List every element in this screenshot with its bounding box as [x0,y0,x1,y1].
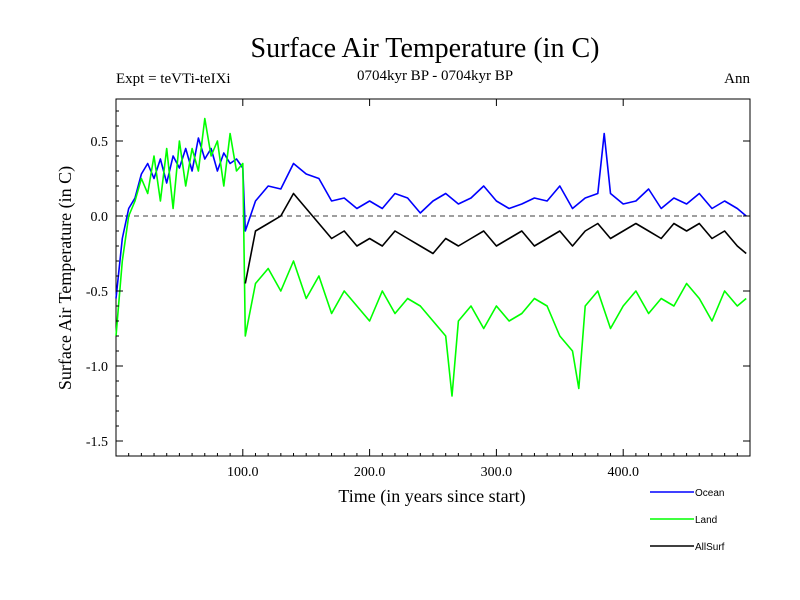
chart-title: Surface Air Temperature (in C) [251,33,600,64]
x-tick-label: 100.0 [227,465,259,480]
legend: Ocean Land AllSurf [650,488,725,553]
season-label: Ann [724,71,750,87]
legend-label-allsurf: AllSurf [695,542,725,553]
x-tick-label: 200.0 [354,465,386,480]
ticks-group: 100.0 200.0 300.0 400.0 -1.5 -1.0 -0.5 0.0 0.5 [86,99,750,480]
x-axis-label: Time (in years since start) [338,486,525,507]
series-line-allsurf [244,192,747,284]
series-group [115,117,747,397]
y-axis-label: Surface Air Temperature (in C) [55,166,76,390]
series-line-land [115,117,747,397]
y-tick-label: 0.0 [91,210,109,225]
x-tick-label: 300.0 [481,465,513,480]
y-tick-label: -0.5 [86,285,108,300]
legend-item-allsurf: AllSurf [650,542,725,553]
y-tick-label: -1.5 [86,435,108,450]
legend-item-ocean: Ocean [650,488,724,499]
y-tick-label: -1.0 [86,360,108,375]
x-tick-label: 400.0 [607,465,639,480]
legend-item-land: Land [650,515,717,526]
legend-label-ocean: Ocean [695,488,724,499]
plot-area: 100.0 200.0 300.0 400.0 -1.5 -1.0 -0.5 0.0 0.5 [86,98,751,480]
experiment-label: Expt = teVTi-teIXi [116,71,231,87]
legend-label-land: Land [695,515,717,526]
chart-subtitle: 0704kyr BP - 0704kyr BP [357,68,513,84]
y-tick-label: 0.5 [91,135,109,150]
